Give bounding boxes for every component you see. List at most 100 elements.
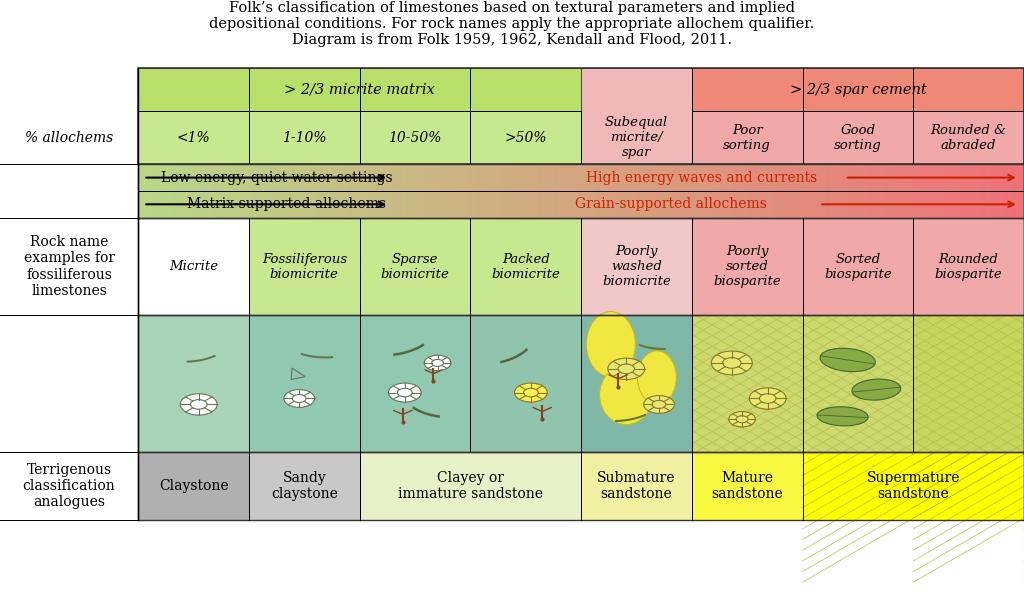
Bar (336, 164, 340, 218)
Bar (927, 164, 931, 218)
Bar (262, 164, 266, 218)
Bar (198, 164, 202, 218)
Text: Sparse
biomicrite: Sparse biomicrite (381, 253, 450, 280)
Bar (483, 164, 487, 218)
Bar (359, 315, 470, 452)
Bar (692, 111, 803, 164)
Bar (138, 68, 582, 111)
Bar (176, 164, 180, 218)
Bar (734, 164, 738, 218)
Bar (528, 164, 531, 218)
Bar (218, 164, 222, 218)
Circle shape (608, 358, 645, 380)
Bar (861, 164, 865, 218)
Bar (582, 452, 692, 520)
Bar (179, 164, 183, 218)
Bar (298, 164, 302, 218)
Bar (787, 164, 792, 218)
Circle shape (750, 388, 786, 409)
Bar (480, 164, 484, 218)
Bar (646, 164, 650, 218)
Bar (629, 164, 633, 218)
Bar (1018, 164, 1022, 218)
Bar (684, 164, 688, 218)
Bar (770, 164, 774, 218)
Bar (913, 315, 1024, 452)
Bar (191, 164, 196, 218)
Bar (249, 218, 359, 315)
Bar (380, 164, 384, 218)
Bar (315, 164, 319, 218)
Bar (306, 164, 310, 218)
Bar (543, 164, 547, 218)
Text: > 2/3 spar cement: > 2/3 spar cement (790, 82, 927, 97)
Bar (322, 164, 326, 218)
Bar (696, 164, 700, 218)
Bar (776, 164, 780, 218)
Bar (259, 164, 263, 218)
Bar (475, 164, 479, 218)
Bar (555, 164, 558, 218)
Bar (579, 164, 582, 218)
Circle shape (190, 400, 207, 409)
Bar (151, 164, 154, 218)
Bar (950, 164, 954, 218)
Bar (682, 164, 685, 218)
Bar (195, 164, 199, 218)
Bar (253, 164, 257, 218)
Text: Terrigenous
classification
analogues: Terrigenous classification analogues (23, 463, 116, 509)
Bar (764, 164, 768, 218)
Bar (312, 164, 316, 218)
Bar (676, 164, 680, 218)
Bar (499, 164, 503, 218)
Bar (359, 111, 470, 164)
Bar (413, 164, 417, 218)
Bar (359, 218, 470, 315)
Bar (670, 164, 674, 218)
Bar (401, 164, 406, 218)
Text: Rounded
biosparite: Rounded biosparite (935, 253, 1002, 280)
Bar (983, 164, 987, 218)
Bar (463, 164, 467, 218)
Bar (138, 315, 249, 452)
Bar (519, 164, 523, 218)
Bar (283, 164, 287, 218)
Bar (156, 164, 160, 218)
Bar (758, 164, 762, 218)
Bar (138, 164, 142, 218)
Bar (442, 164, 446, 218)
Bar (345, 164, 349, 218)
Bar (997, 164, 1001, 218)
Text: >50%: >50% (505, 130, 547, 145)
Bar (209, 164, 213, 218)
Bar (803, 164, 807, 218)
Bar (726, 164, 730, 218)
Bar (174, 164, 177, 218)
Bar (826, 164, 830, 218)
Bar (455, 164, 458, 218)
Bar (986, 164, 989, 218)
Bar (921, 164, 925, 218)
Bar (239, 164, 243, 218)
Bar (245, 164, 249, 218)
Bar (478, 164, 481, 218)
Bar (729, 164, 733, 218)
Bar (470, 315, 582, 452)
Bar (897, 164, 901, 218)
Bar (867, 164, 871, 218)
Bar (914, 164, 919, 218)
Bar (587, 164, 591, 218)
Bar (856, 164, 860, 218)
Bar (620, 164, 624, 218)
Bar (162, 164, 166, 218)
Bar (540, 164, 544, 218)
Bar (460, 164, 464, 218)
Bar (560, 164, 564, 218)
Bar (425, 164, 429, 218)
Bar (605, 164, 608, 218)
Text: Poorly
sorted
biosparite: Poorly sorted biosparite (714, 245, 781, 288)
Bar (525, 164, 529, 218)
Bar (268, 164, 272, 218)
Text: Low energy, quiet water settings: Low energy, quiet water settings (161, 171, 392, 184)
Bar (623, 164, 627, 218)
